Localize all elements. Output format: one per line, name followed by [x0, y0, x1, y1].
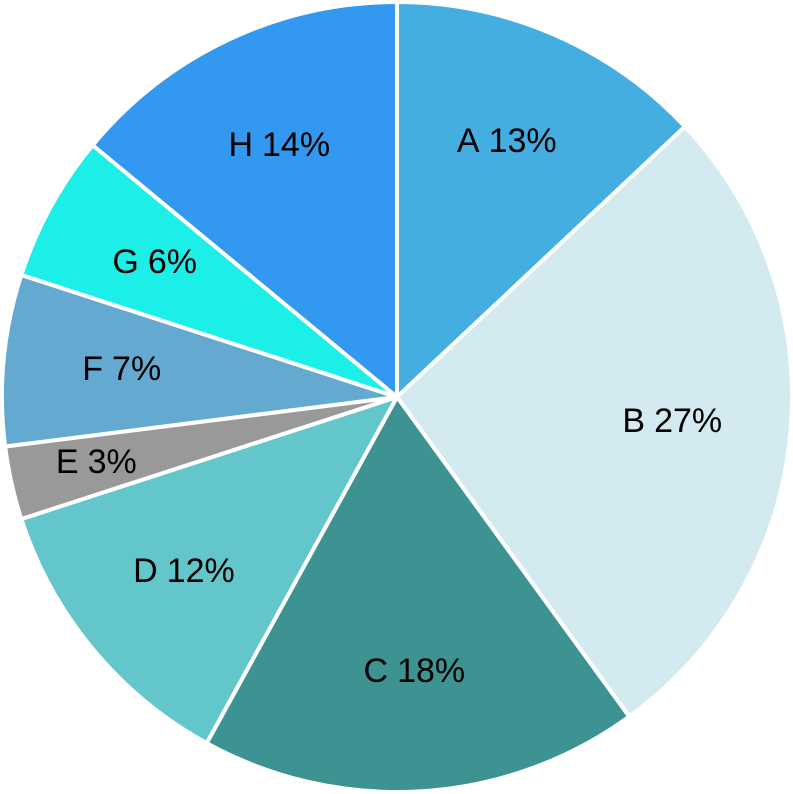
slice-label: H 14%: [228, 126, 330, 164]
category-label: G: [112, 243, 138, 281]
pie-slice: [204, 395, 632, 794]
pie-slice: [19, 143, 399, 399]
value-label: 13%: [489, 122, 557, 160]
category-label: D: [133, 552, 158, 590]
pie-slice: [19, 395, 399, 746]
value-label: 7%: [112, 350, 161, 388]
slice-label: C 18%: [364, 652, 466, 690]
value-label: 6%: [148, 243, 197, 281]
value-label: 18%: [397, 652, 465, 690]
category-label: A: [457, 122, 480, 160]
value-label: 12%: [167, 552, 235, 590]
value-label: 14%: [262, 126, 330, 164]
pie-slice: [0, 272, 399, 449]
category-label: B: [622, 402, 645, 440]
slice-label: F 7%: [82, 350, 161, 388]
value-label: 27%: [654, 402, 722, 440]
pie-slice: [395, 124, 793, 719]
slice-label: A 13%: [457, 122, 557, 160]
slice-label: E 3%: [56, 443, 137, 481]
category-label: E: [56, 443, 79, 481]
pie-slice: [90, 0, 399, 399]
category-label: F: [82, 350, 103, 388]
pie-slice: [395, 0, 687, 399]
slice-label: D 12%: [133, 552, 235, 590]
category-label: H: [228, 126, 253, 164]
value-label: 3%: [88, 443, 137, 481]
category-label: C: [364, 652, 389, 690]
slice-label: B 27%: [622, 402, 722, 440]
slice-label: G 6%: [112, 243, 197, 281]
